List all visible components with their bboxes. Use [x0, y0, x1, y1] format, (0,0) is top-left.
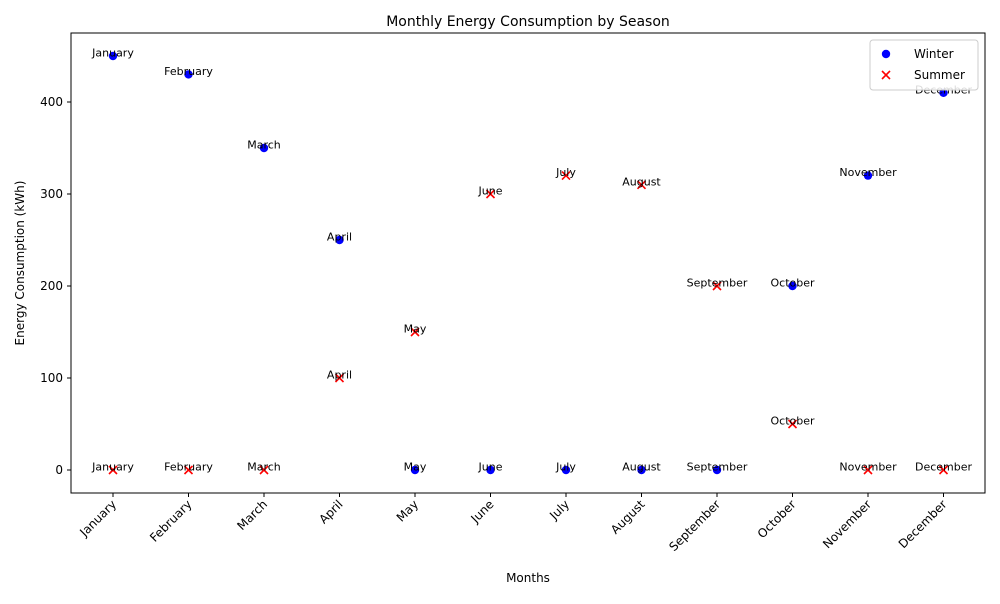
data-label: October: [770, 415, 814, 428]
data-point-winter: [410, 465, 420, 475]
data-label: November: [839, 166, 897, 179]
data-label: June: [478, 461, 503, 474]
data-label: September: [687, 461, 748, 474]
data-label: April: [327, 369, 352, 382]
x-tick-label: March: [234, 497, 270, 533]
data-point-summer: [561, 171, 571, 181]
x-tick-label: August: [608, 497, 648, 537]
data-point-winter: [637, 465, 646, 475]
data-label: August: [622, 461, 661, 474]
y-tick-label: 0: [55, 463, 63, 477]
data-point-winter: [788, 281, 797, 291]
x-axis: January February March April May June July Augu…: [76, 493, 950, 554]
data-label: November: [839, 461, 897, 474]
data-point-winter: [108, 51, 118, 61]
plot-area: [70, 32, 986, 494]
legend: Winter Summer: [869, 39, 979, 91]
data-label: April: [327, 231, 352, 244]
x-tick-label: October: [755, 497, 799, 541]
data-point-winter: [561, 465, 571, 475]
x-tick-label: July: [546, 497, 572, 523]
data-point-winter: [712, 465, 722, 475]
data-label: December: [915, 461, 973, 474]
data-point-summer: [636, 180, 647, 190]
x-tick-label: June: [468, 497, 497, 526]
data-label: October: [770, 277, 814, 290]
data-label: September: [687, 277, 748, 290]
chart-title: Monthly Energy Consumption by Season: [386, 14, 670, 30]
data-points: [108, 51, 949, 475]
data-label: February: [164, 65, 213, 78]
data-label: August: [622, 175, 661, 188]
legend-marker-winter: [881, 49, 891, 59]
data-point-winter: [184, 70, 193, 79]
data-label: January: [91, 47, 134, 60]
legend-box: [869, 39, 979, 91]
data-point-winter: [863, 171, 873, 180]
data-point-winter: [335, 235, 344, 245]
data-label: May: [404, 323, 427, 336]
y-tick-label: 400: [40, 95, 63, 109]
data-point-summer: [712, 281, 722, 291]
x-tick-label: September: [666, 497, 723, 554]
data-point-summer: [863, 465, 873, 475]
data-point-winter: [259, 143, 269, 153]
data-labels: January February March April May June July Augu…: [91, 47, 972, 474]
data-point-winter: [939, 88, 948, 98]
data-label: July: [555, 461, 576, 474]
x-tick-label: April: [316, 497, 345, 526]
data-point-summer: [183, 465, 194, 475]
legend-label-winter: Winter: [914, 47, 954, 61]
y-axis-label: Energy Consumption (kWh): [13, 181, 27, 346]
y-tick-label: 200: [40, 279, 63, 293]
data-label: July: [555, 166, 576, 179]
data-point-winter: [486, 465, 495, 475]
x-tick-label: February: [147, 497, 195, 545]
data-point-summer: [787, 419, 798, 429]
x-axis-label: Months: [506, 571, 550, 585]
data-label: May: [404, 461, 427, 474]
data-point-summer: [410, 327, 420, 337]
x-tick-label: January: [76, 497, 119, 540]
data-label: February: [164, 461, 213, 474]
data-point-summer: [938, 465, 949, 475]
data-label: March: [247, 461, 281, 474]
x-tick-label: May: [394, 497, 421, 524]
data-point-summer: [485, 189, 496, 199]
y-tick-label: 300: [40, 187, 63, 201]
data-label: June: [478, 185, 503, 198]
data-label: March: [247, 139, 281, 152]
data-point-summer: [259, 465, 269, 475]
legend-label-summer: Summer: [914, 68, 965, 82]
x-tick-label: November: [820, 497, 874, 551]
legend-marker-summer: [881, 70, 891, 80]
y-axis: 0 100 200 300 400: [40, 95, 71, 477]
data-point-summer: [108, 465, 118, 475]
data-point-summer: [334, 373, 345, 383]
x-tick-label: December: [896, 497, 950, 551]
data-label: January: [91, 461, 134, 474]
y-tick-label: 100: [40, 371, 63, 385]
